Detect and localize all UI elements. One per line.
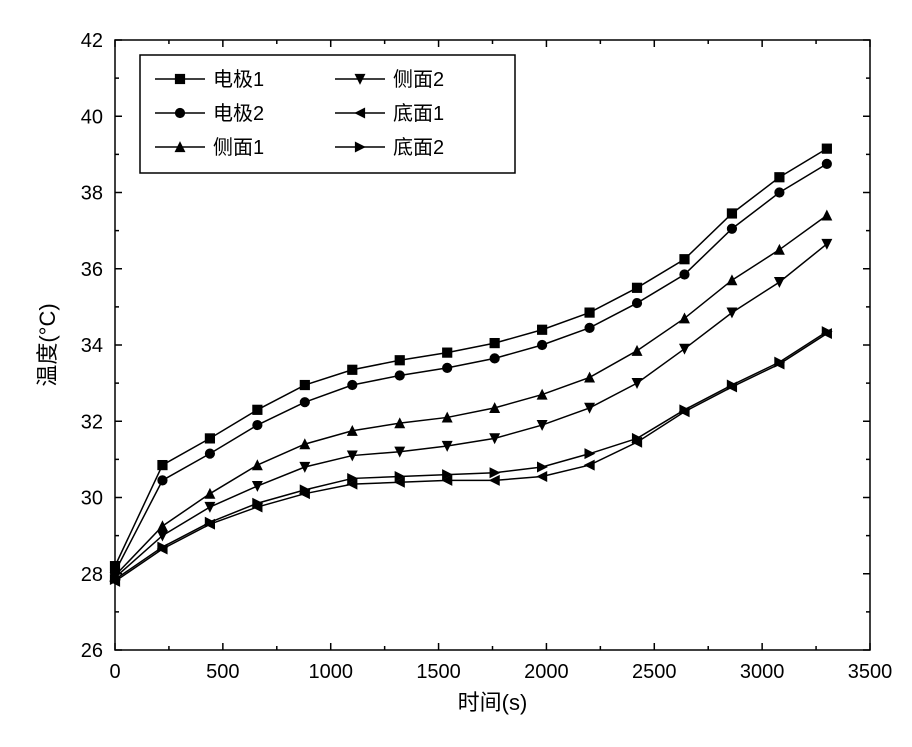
svg-text:36: 36 [81,259,103,281]
svg-text:2500: 2500 [632,661,677,683]
legend-label-3: 侧面2 [393,68,444,91]
svg-text:2000: 2000 [524,661,569,683]
y-axis-label: 温度(°C) [35,303,60,386]
svg-text:28: 28 [81,564,103,586]
legend-label-2: 侧面1 [213,136,264,159]
svg-text:32: 32 [81,411,103,433]
svg-text:500: 500 [206,661,239,683]
svg-text:42: 42 [81,30,103,52]
svg-text:3500: 3500 [848,661,893,683]
x-axis-label: 时间(s) [458,690,528,715]
svg-text:1000: 1000 [308,661,353,683]
svg-text:30: 30 [81,488,103,510]
temperature-time-chart: 0 500 1000 1500 2000 2500 3000 3500 26 28 30 32 34 36… [0,0,912,747]
svg-text:38: 38 [81,183,103,205]
svg-text:40: 40 [81,106,103,128]
legend-label-5: 底面2 [393,136,444,159]
legend-label-0: 电极1 [213,68,264,91]
svg-text:0: 0 [109,661,120,683]
svg-text:26: 26 [81,640,103,662]
svg-text:3000: 3000 [740,661,785,683]
chart-container: 0 500 1000 1500 2000 2500 3000 3500 26 28 30 32 34 36… [0,0,912,747]
legend-label-1: 电极2 [213,102,264,125]
svg-text:34: 34 [81,335,103,357]
svg-text:1500: 1500 [416,661,461,683]
legend-label-4: 底面1 [393,102,444,125]
